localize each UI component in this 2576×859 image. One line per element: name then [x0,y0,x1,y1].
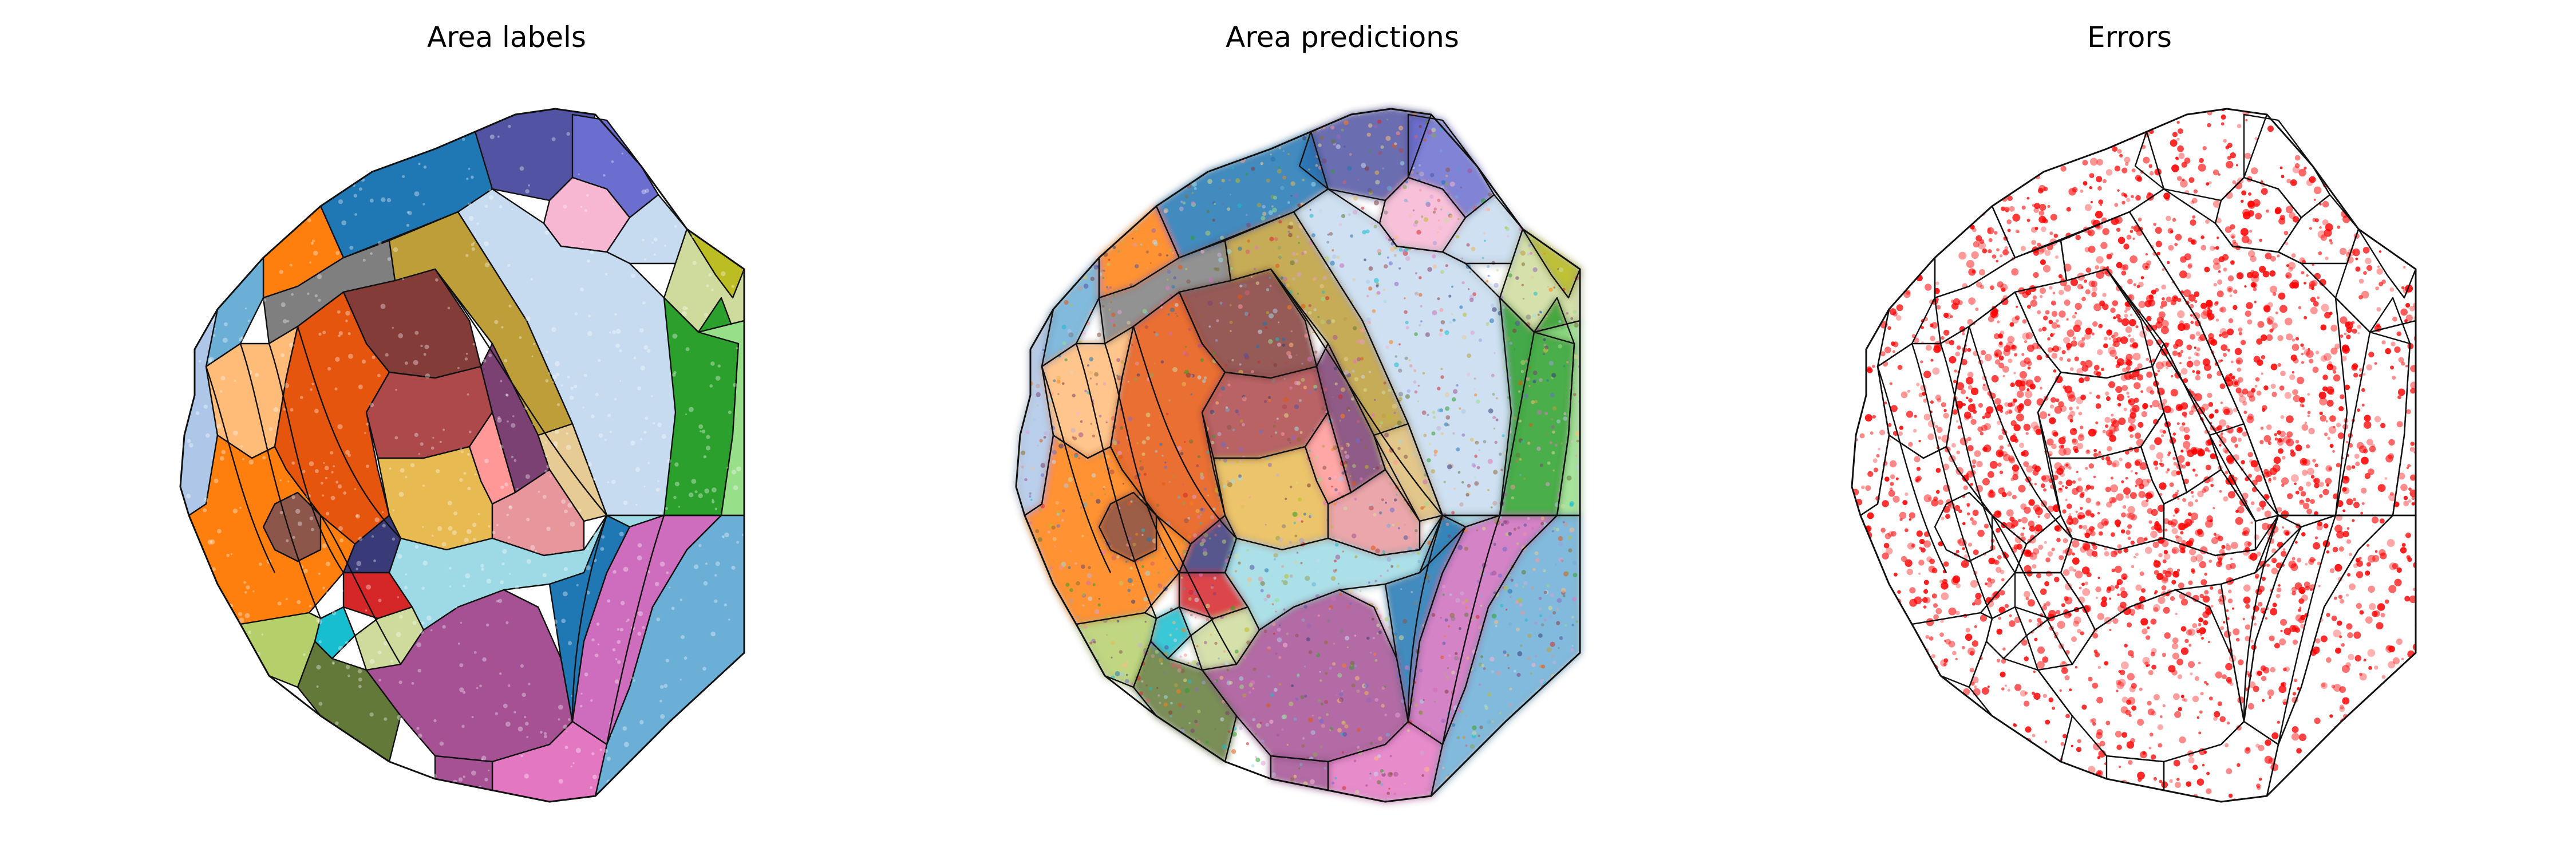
panel-area-labels: Area labels [180,21,752,803]
panel-errors: Errors [1852,21,2424,805]
panel-title: Errors [2087,21,2172,54]
area-regions [180,109,744,802]
panel-title: Area predictions [1226,21,1459,54]
panel-title: Area labels [427,21,586,54]
panel-area-predictions: Area predictions [1016,21,1587,803]
error-points [1852,105,2424,805]
flatmap-predictions [1016,107,1587,803]
flatmap-errors [1852,105,2424,805]
flatmap-labels [180,108,752,803]
